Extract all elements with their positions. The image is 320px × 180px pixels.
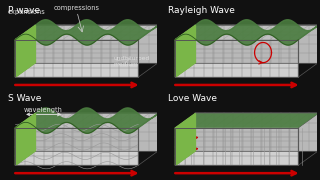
Text: compressions: compressions (54, 5, 100, 11)
Polygon shape (175, 113, 318, 128)
Polygon shape (175, 40, 298, 77)
Polygon shape (175, 25, 318, 40)
Polygon shape (175, 113, 196, 165)
Polygon shape (15, 108, 158, 133)
Polygon shape (196, 113, 318, 151)
Polygon shape (15, 113, 36, 165)
Polygon shape (15, 20, 158, 45)
Polygon shape (15, 128, 138, 165)
Text: wavelength: wavelength (24, 107, 63, 113)
Polygon shape (15, 40, 138, 77)
Polygon shape (36, 25, 158, 63)
Polygon shape (175, 128, 298, 165)
Polygon shape (196, 25, 318, 63)
Polygon shape (175, 20, 318, 45)
Text: S Wave: S Wave (8, 94, 41, 103)
Polygon shape (15, 25, 36, 77)
Text: expansions: expansions (7, 9, 45, 15)
Polygon shape (175, 113, 318, 128)
Polygon shape (36, 113, 158, 151)
Polygon shape (15, 113, 158, 128)
Text: Love Wave: Love Wave (168, 94, 217, 103)
Polygon shape (175, 25, 196, 77)
Polygon shape (15, 25, 158, 40)
Text: P wave: P wave (8, 6, 40, 15)
Text: undisturbed
medium: undisturbed medium (114, 56, 150, 67)
Text: Rayleigh Wave: Rayleigh Wave (168, 6, 235, 15)
